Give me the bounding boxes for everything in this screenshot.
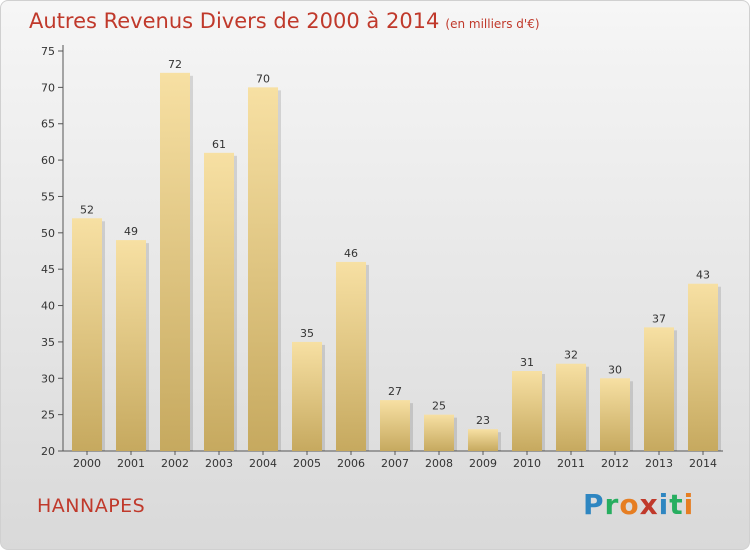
x-tick-label: 2014	[689, 457, 717, 470]
x-tick-label: 2004	[249, 457, 277, 470]
x-tick-label: 2012	[601, 457, 629, 470]
x-tick-label: 2005	[293, 457, 321, 470]
bar	[160, 72, 190, 452]
place-name: HANNAPES	[37, 495, 146, 517]
bar	[380, 400, 410, 451]
y-tick-label: 45	[41, 263, 55, 276]
bar-value-label: 52	[80, 203, 94, 216]
bar-value-label: 30	[608, 363, 622, 376]
logo-letter: o	[619, 488, 640, 521]
proxiti-logo: Proxiti	[583, 488, 694, 521]
logo-letter: i	[658, 488, 670, 521]
bar	[292, 341, 322, 451]
bar-value-label: 70	[256, 72, 270, 85]
bar	[204, 152, 234, 451]
logo-letter: i	[683, 488, 695, 521]
bar-value-label: 61	[212, 138, 226, 151]
bar-value-label: 35	[300, 327, 314, 340]
bar-value-label: 27	[388, 385, 402, 398]
bar-value-label: 31	[520, 356, 534, 369]
logo-letter: P	[583, 488, 605, 521]
y-tick-label: 65	[41, 118, 55, 131]
y-tick-label: 50	[41, 227, 55, 240]
x-tick-label: 2010	[513, 457, 541, 470]
logo-letter: t	[669, 488, 684, 521]
bar	[688, 283, 718, 451]
bar	[644, 327, 674, 451]
y-tick-label: 30	[41, 372, 55, 385]
x-tick-label: 2013	[645, 457, 673, 470]
x-tick-label: 2009	[469, 457, 497, 470]
title-unit: (en milliers d'€)	[445, 17, 540, 31]
x-tick-label: 2011	[557, 457, 585, 470]
logo-letter: r	[604, 488, 620, 521]
bar	[424, 414, 454, 451]
y-tick-label: 40	[41, 300, 55, 313]
bar	[72, 218, 102, 451]
x-tick-label: 2007	[381, 457, 409, 470]
bar	[556, 363, 586, 451]
bar	[468, 429, 498, 451]
x-tick-label: 2003	[205, 457, 233, 470]
x-tick-label: 2006	[337, 457, 365, 470]
bar	[512, 371, 542, 451]
bar-value-label: 72	[168, 58, 182, 71]
bar	[248, 87, 278, 451]
bar	[336, 261, 366, 451]
bar-value-label: 23	[476, 414, 490, 427]
bar	[600, 378, 630, 451]
y-tick-label: 70	[41, 81, 55, 94]
x-tick-label: 2000	[73, 457, 101, 470]
x-tick-label: 2001	[117, 457, 145, 470]
logo-letter: x	[639, 488, 659, 521]
y-tick-label: 55	[41, 190, 55, 203]
bar-value-label: 43	[696, 269, 710, 282]
y-tick-label: 60	[41, 154, 55, 167]
y-tick-label: 35	[41, 336, 55, 349]
x-tick-label: 2008	[425, 457, 453, 470]
bar	[116, 240, 146, 451]
bar-value-label: 25	[432, 400, 446, 413]
bar-value-label: 32	[564, 349, 578, 362]
y-tick-label: 75	[41, 45, 55, 58]
bar-value-label: 37	[652, 312, 666, 325]
bar-value-label: 46	[344, 247, 358, 260]
chart-title: Autres Revenus Divers de 2000 à 2014 (en …	[29, 9, 540, 33]
y-tick-label: 25	[41, 409, 55, 422]
bar-value-label: 49	[124, 225, 138, 238]
x-tick-label: 2002	[161, 457, 189, 470]
y-tick-label: 20	[41, 445, 55, 458]
